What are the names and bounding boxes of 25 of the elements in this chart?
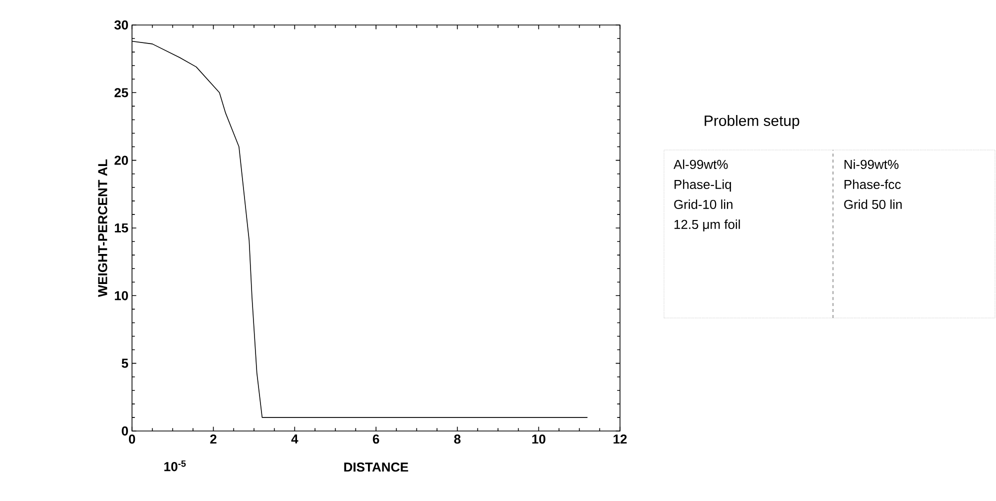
- text: 10$^{-5}$: [164, 460, 186, 472]
- text: Phase-Liq: [674, 180, 732, 192]
- text: Phase-fcc: [844, 180, 901, 190]
- text: Grid 50 lin: [844, 200, 902, 210]
- y-axis-title: WEIGHT-PERCENT AL: [98, 159, 108, 298]
- y-tick-label: 25: [114, 88, 128, 98]
- x-tick-label: 2: [210, 434, 216, 444]
- text: 12.5 μm foil: [674, 220, 740, 232]
- text: Al-99wt%: [674, 160, 728, 170]
- x-tick-label: 0: [128, 434, 136, 444]
- x-tick-label: 12: [614, 434, 627, 444]
- y-tick-label: 30: [114, 20, 128, 30]
- x-tick-label: 6: [372, 434, 380, 444]
- x-tick-label: 8: [454, 434, 461, 444]
- y-tick-label: 10: [114, 291, 128, 300]
- text: Grid-10 lin: [674, 200, 732, 210]
- y-tick-label: 0: [122, 426, 128, 436]
- text: Ni-99wt%: [844, 160, 898, 170]
- x-axis-title: DISTANCE: [344, 462, 408, 472]
- x-tick-label: 4: [291, 434, 298, 444]
- x-tick-label: 10: [532, 434, 546, 444]
- y-tick-label: 15: [114, 223, 128, 233]
- text: Problem setup: [704, 115, 800, 129]
- y-tick-label: 20: [114, 156, 128, 165]
- y-tick-label: 5: [122, 358, 128, 368]
